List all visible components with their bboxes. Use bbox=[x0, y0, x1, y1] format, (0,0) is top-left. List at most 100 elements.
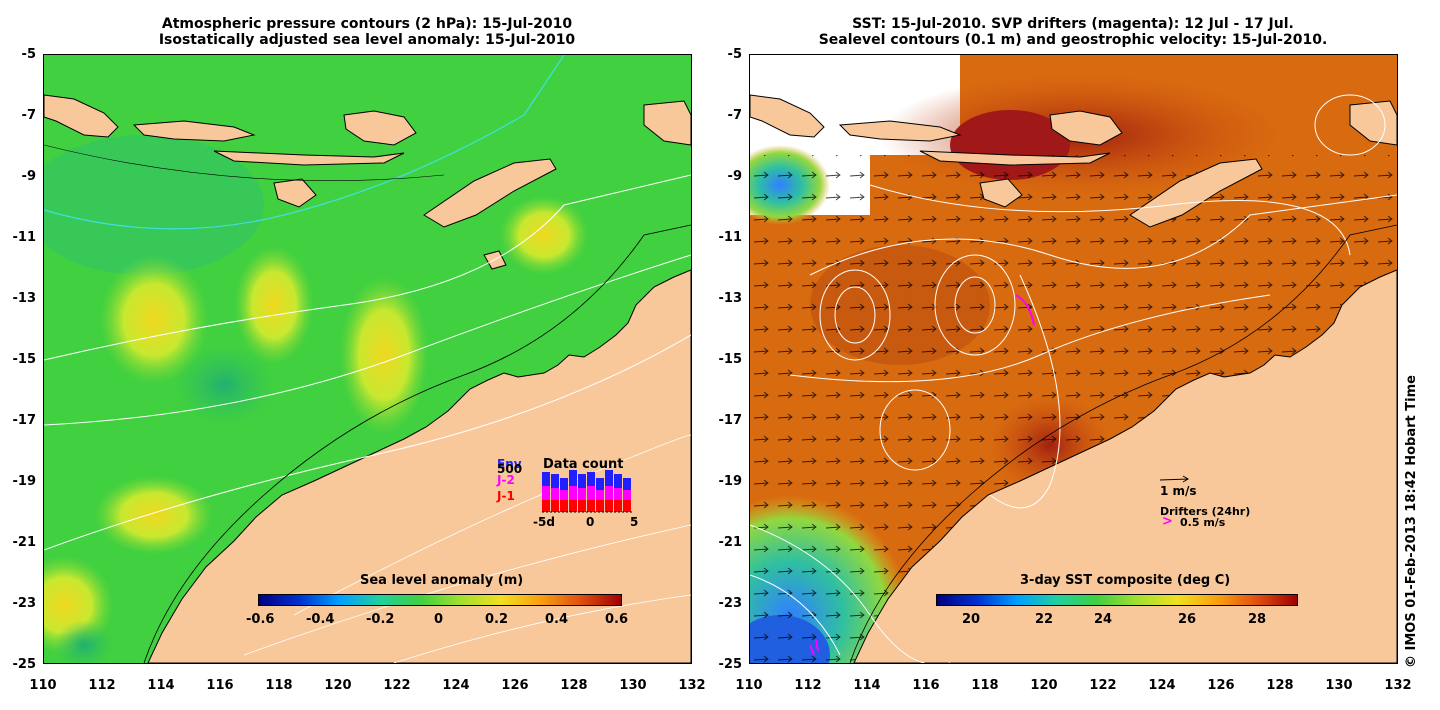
inset-bar bbox=[605, 470, 613, 486]
left-xtick: 120 bbox=[324, 678, 352, 693]
right-xtick: 112 bbox=[794, 678, 822, 693]
left-ytick: -11 bbox=[12, 230, 37, 245]
left-title-line1: Atmospheric pressure contours (2 hPa): 1… bbox=[161, 16, 573, 32]
right-xtick: 126 bbox=[1207, 678, 1235, 693]
left-ytick: -15 bbox=[12, 352, 37, 367]
left-xtick: 128 bbox=[560, 678, 588, 693]
inset-bar bbox=[542, 486, 550, 500]
sla-tick: 0.4 bbox=[545, 612, 569, 627]
inset-legend-j2: J-2 bbox=[497, 473, 515, 487]
left-xtick: 116 bbox=[206, 678, 234, 693]
drifters-speed-label: 0.5 m/s bbox=[1180, 516, 1226, 529]
inset-bar bbox=[569, 500, 577, 512]
right-ytick: -9 bbox=[727, 169, 742, 184]
inset-bar bbox=[551, 488, 559, 500]
right-xtick: 120 bbox=[1030, 678, 1058, 693]
inset-legend-j1: J-1 bbox=[497, 489, 515, 503]
right-map-title: SST: 15-Jul-2010. SVP drifters (magenta)… bbox=[749, 16, 1397, 48]
drifters-label: Drifters (24hr) bbox=[1160, 505, 1251, 518]
right-ytick: -11 bbox=[718, 230, 743, 245]
inset-bar bbox=[587, 472, 595, 486]
inset-bar bbox=[578, 488, 586, 500]
imos-credit: © IMOS 01-Feb-2013 18:42 Hobart Time bbox=[1404, 375, 1419, 668]
inset-bar bbox=[587, 500, 595, 512]
inset-bar bbox=[551, 500, 559, 512]
left-xtick: 124 bbox=[442, 678, 470, 693]
right-xtick: 118 bbox=[971, 678, 999, 693]
inset-bar bbox=[614, 474, 622, 488]
left-ytick: -17 bbox=[12, 413, 37, 428]
sla-colorbar-gradient bbox=[258, 594, 622, 606]
inset-bar bbox=[614, 500, 622, 512]
sst-tick: 22 bbox=[1035, 612, 1054, 627]
left-xtick: 110 bbox=[29, 678, 57, 693]
right-xtick: 110 bbox=[735, 678, 763, 693]
left-ytick: -21 bbox=[12, 535, 37, 550]
inset-bar bbox=[623, 500, 631, 512]
left-ytick: -5 bbox=[21, 47, 36, 62]
left-ytick: -13 bbox=[12, 291, 37, 306]
right-xtick: 114 bbox=[853, 678, 881, 693]
left-xtick: 132 bbox=[678, 678, 706, 693]
left-xtick: 126 bbox=[501, 678, 529, 693]
right-ytick: -23 bbox=[718, 596, 743, 611]
left-xtick: 122 bbox=[383, 678, 411, 693]
left-xtick: 130 bbox=[619, 678, 647, 693]
inset-bar bbox=[560, 490, 568, 500]
sst-map bbox=[749, 54, 1398, 664]
inset-title: Data count bbox=[543, 457, 624, 472]
velocity-scale-label: 1 m/s bbox=[1160, 484, 1197, 498]
sla-tick: -0.6 bbox=[246, 612, 275, 627]
left-xtick: 114 bbox=[147, 678, 175, 693]
right-ytick: -17 bbox=[718, 413, 743, 428]
left-xtick: 112 bbox=[88, 678, 116, 693]
inset-xtick: 5 bbox=[630, 515, 639, 529]
inset-bar bbox=[596, 478, 604, 490]
left-ytick: -25 bbox=[12, 657, 37, 672]
right-title-line2: Sealevel contours (0.1 m) and geostrophi… bbox=[818, 32, 1328, 48]
sst-tick: 24 bbox=[1094, 612, 1113, 627]
right-title-line1: SST: 15-Jul-2010. SVP drifters (magenta)… bbox=[852, 16, 1294, 32]
right-ytick: -21 bbox=[718, 535, 743, 550]
inset-bar bbox=[596, 500, 604, 512]
inset-bar bbox=[560, 478, 568, 490]
right-xtick: 124 bbox=[1148, 678, 1176, 693]
sla-tick: 0 bbox=[434, 612, 444, 627]
velocity-scale-arrow bbox=[1160, 475, 1189, 483]
right-xtick: 130 bbox=[1325, 678, 1353, 693]
right-ytick: -19 bbox=[718, 474, 743, 489]
inset-bar bbox=[560, 500, 568, 512]
right-ytick: -25 bbox=[718, 657, 743, 672]
sst-tick: 26 bbox=[1178, 612, 1197, 627]
inset-bar bbox=[605, 500, 613, 512]
inset-bar bbox=[578, 474, 586, 488]
inset-bar bbox=[623, 490, 631, 500]
inset-bar-chart bbox=[542, 470, 634, 513]
right-ytick: -15 bbox=[718, 352, 743, 367]
right-xtick: 128 bbox=[1266, 678, 1294, 693]
inset-bar bbox=[542, 472, 550, 486]
sla-tick: -0.4 bbox=[306, 612, 335, 627]
sst-colorbar-title: 3-day SST composite (deg C) bbox=[1020, 573, 1231, 588]
right-xtick: 116 bbox=[912, 678, 940, 693]
right-xtick: 122 bbox=[1089, 678, 1117, 693]
sst-tick: 28 bbox=[1248, 612, 1267, 627]
sst-colorbar-gradient bbox=[936, 594, 1298, 606]
inset-bar bbox=[614, 488, 622, 500]
inset-bar bbox=[551, 474, 559, 488]
inset-xtick: -5d bbox=[533, 515, 555, 529]
inset-bar bbox=[569, 486, 577, 500]
inset-legend-env: Env bbox=[497, 457, 522, 471]
inset-bar bbox=[623, 478, 631, 490]
sst-tick: 20 bbox=[962, 612, 981, 627]
right-xtick: 132 bbox=[1384, 678, 1412, 693]
inset-bar bbox=[542, 500, 550, 512]
sla-colorbar-title: Sea level anomaly (m) bbox=[360, 573, 524, 588]
right-ytick: -7 bbox=[727, 108, 742, 123]
inset-bar bbox=[605, 486, 613, 500]
sla-tick: -0.2 bbox=[366, 612, 395, 627]
drifter-arrow-icon: > bbox=[1162, 514, 1173, 529]
inset-bar bbox=[569, 470, 577, 486]
sla-tick: 0.2 bbox=[485, 612, 509, 627]
right-ytick: -13 bbox=[718, 291, 743, 306]
